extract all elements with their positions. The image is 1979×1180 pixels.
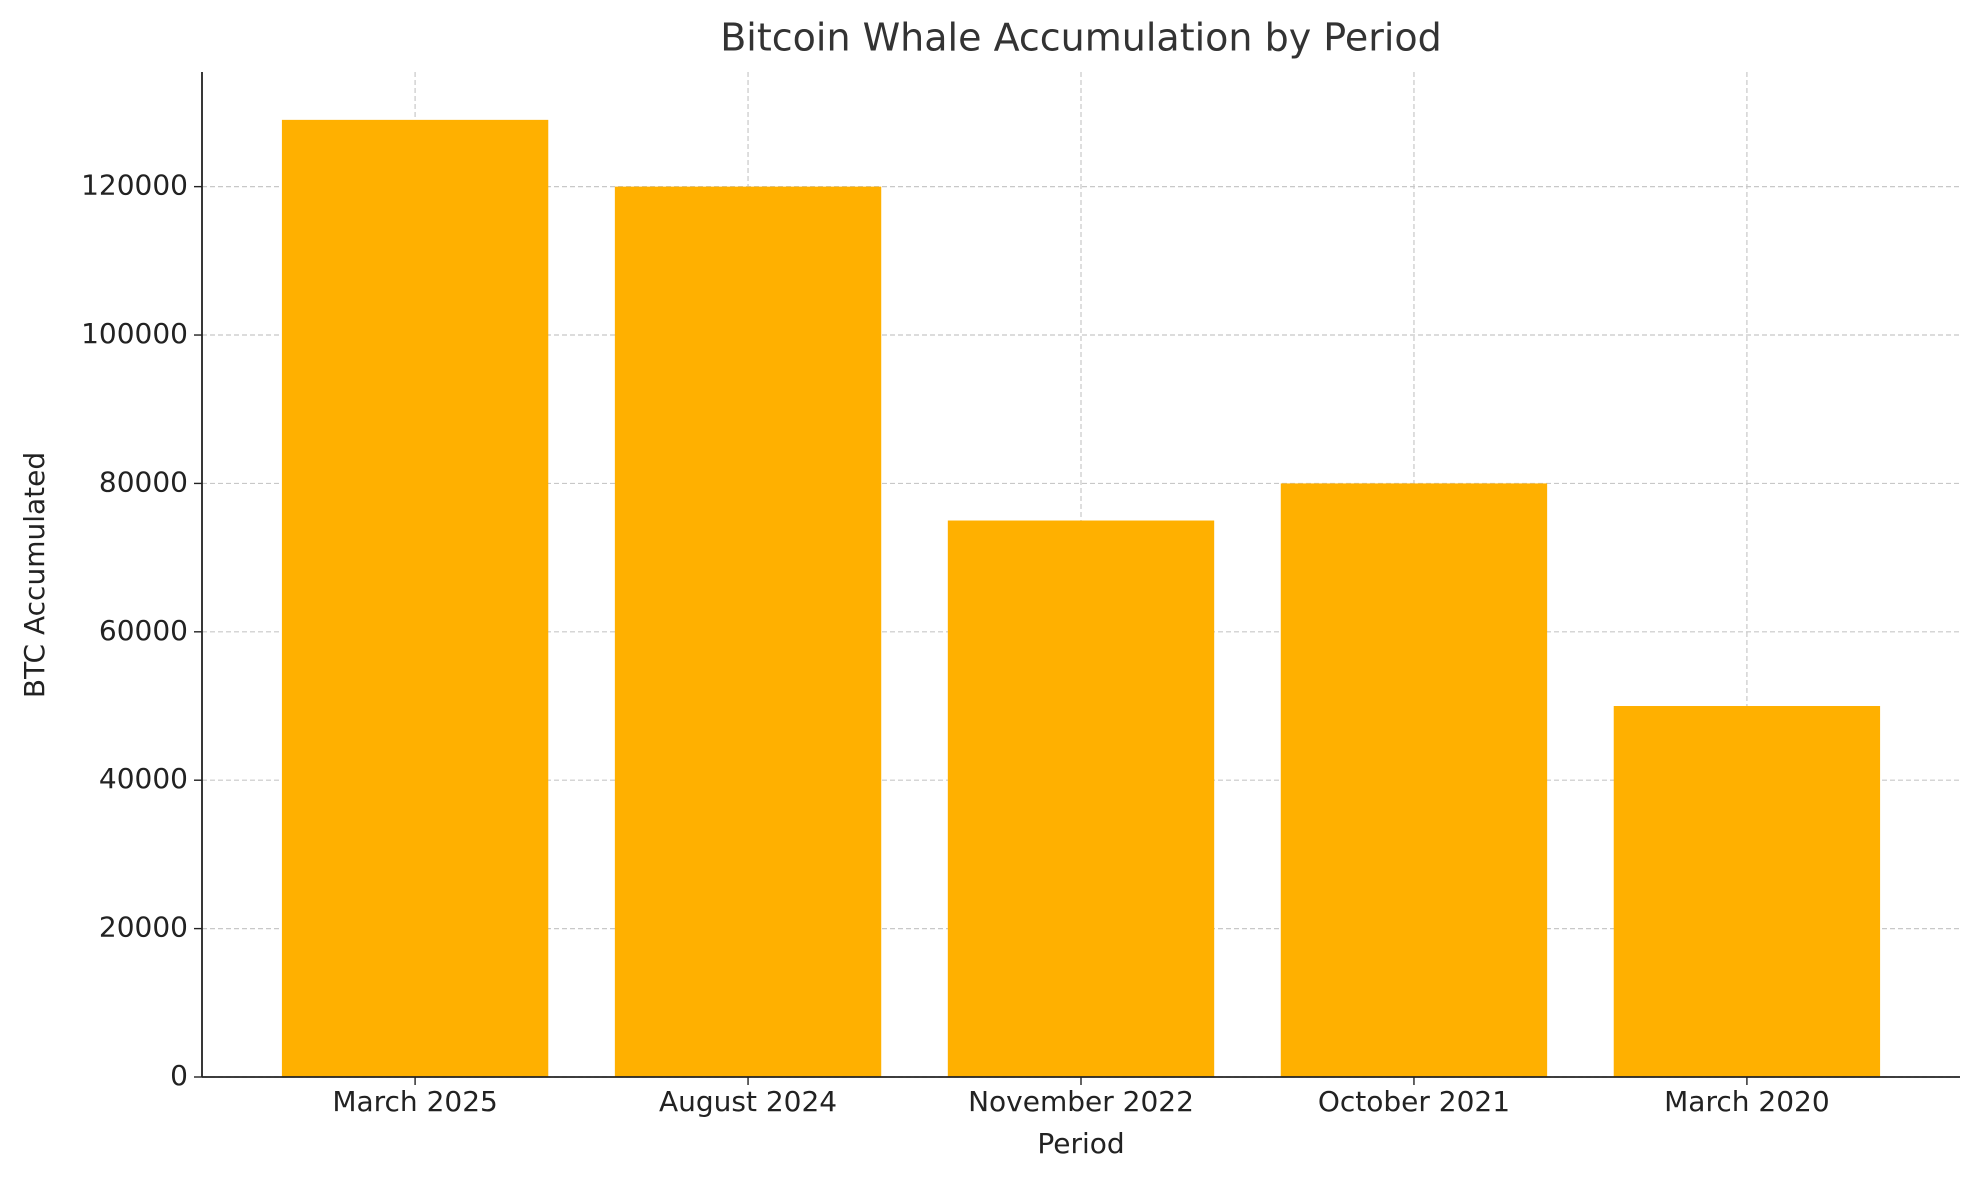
x-tick-label: October 2021 xyxy=(1318,1085,1510,1118)
bar xyxy=(614,186,882,1078)
x-tick-label: March 2025 xyxy=(332,1085,498,1118)
bar xyxy=(281,119,549,1078)
x-tick-label: November 2022 xyxy=(968,1085,1194,1118)
y-tick-label: 100000 xyxy=(81,317,188,350)
y-axis-label: BTC Accumulated xyxy=(18,452,51,698)
x-tick-label: March 2020 xyxy=(1664,1085,1830,1118)
plot-area: March 2025 August 2024 November 2022 Octobe… xyxy=(81,72,1960,1118)
y-tick-label: 60000 xyxy=(99,614,188,647)
y-tick-label: 80000 xyxy=(99,465,188,498)
chart-title: Bitcoin Whale Accumulation by Period xyxy=(720,16,1442,60)
bar xyxy=(1280,483,1548,1077)
y-tick-label: 20000 xyxy=(99,911,188,944)
bar xyxy=(947,520,1215,1077)
y-tick-label: 0 xyxy=(170,1059,188,1092)
y-tick-label: 120000 xyxy=(81,169,188,202)
x-axis-label: Period xyxy=(1037,1127,1124,1160)
x-tick-label: August 2024 xyxy=(659,1085,837,1118)
y-tick-label: 40000 xyxy=(99,762,188,795)
bar xyxy=(1613,706,1881,1077)
